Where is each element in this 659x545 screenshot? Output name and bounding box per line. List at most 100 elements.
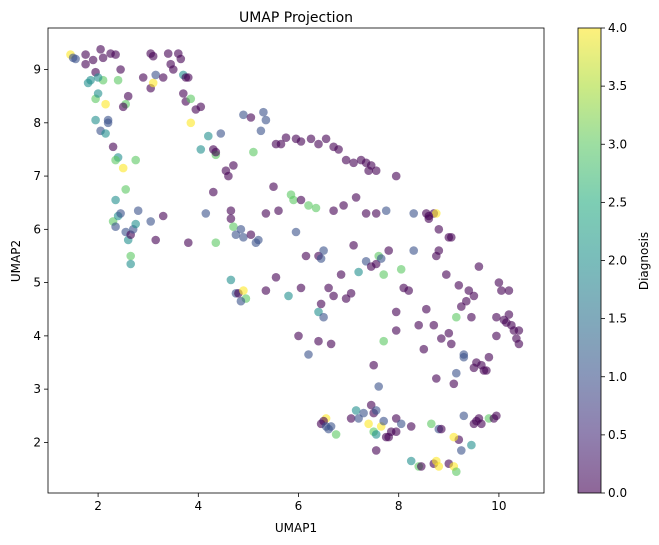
colorbar-ticks: 0.0 0.5 1.0 1.5 2.0 2.5 3.0 3.5 4.0 xyxy=(601,21,627,500)
data-point xyxy=(484,352,494,362)
data-point xyxy=(452,467,461,477)
data-point xyxy=(391,427,401,437)
data-point xyxy=(311,203,321,213)
data-point xyxy=(231,230,241,239)
data-point xyxy=(381,206,391,215)
data-point xyxy=(504,286,514,295)
data-point xyxy=(379,336,389,346)
data-point xyxy=(96,45,105,54)
data-point xyxy=(239,286,248,295)
data-point xyxy=(354,267,363,277)
data-point xyxy=(211,147,221,157)
data-point xyxy=(304,350,313,359)
data-point xyxy=(331,430,341,439)
colorbar-tick-label: 3.0 xyxy=(608,137,627,151)
data-point xyxy=(467,440,476,450)
data-point xyxy=(93,73,103,82)
data-point xyxy=(111,50,120,59)
data-point xyxy=(379,270,389,279)
data-point xyxy=(229,222,238,231)
data-point xyxy=(284,291,293,301)
data-point xyxy=(361,209,371,218)
data-point xyxy=(514,339,524,349)
data-point xyxy=(391,171,401,181)
data-point xyxy=(196,102,206,112)
data-point xyxy=(304,201,313,210)
colorbar-tick-label: 4.0 xyxy=(608,21,627,35)
data-point xyxy=(111,195,120,205)
data-point xyxy=(204,131,213,141)
data-point xyxy=(289,195,298,205)
data-point xyxy=(126,259,135,269)
x-axis-label: UMAP1 xyxy=(275,521,317,535)
data-point xyxy=(319,312,328,322)
colorbar-label: Diagnosis xyxy=(637,232,651,290)
data-point xyxy=(384,246,394,255)
data-point xyxy=(271,273,281,282)
data-point xyxy=(274,206,283,215)
colorbar-tick-label: 0.5 xyxy=(608,428,627,442)
data-point xyxy=(93,89,103,98)
data-point xyxy=(291,227,301,237)
data-point xyxy=(341,155,351,165)
data-point xyxy=(497,286,506,295)
data-point xyxy=(151,235,160,245)
data-point xyxy=(492,411,501,421)
y-tick-label: 8 xyxy=(33,116,41,130)
data-point xyxy=(444,328,454,338)
data-point xyxy=(329,291,338,301)
data-point xyxy=(474,262,484,271)
data-point xyxy=(229,161,238,170)
data-point xyxy=(321,134,331,144)
data-point xyxy=(71,54,80,64)
plot-frame xyxy=(47,27,545,494)
data-point xyxy=(158,211,168,221)
x-tick-label: 4 xyxy=(194,499,202,513)
data-point xyxy=(319,246,328,255)
data-point xyxy=(334,145,343,154)
data-point xyxy=(316,254,326,263)
data-point xyxy=(169,65,178,74)
data-point xyxy=(81,50,90,59)
data-point xyxy=(454,281,464,290)
x-tick-label: 10 xyxy=(491,499,506,513)
data-point xyxy=(349,241,358,250)
data-point xyxy=(336,270,346,279)
data-point xyxy=(432,209,441,218)
data-point xyxy=(434,225,444,234)
data-point xyxy=(414,320,424,330)
data-point xyxy=(301,251,311,261)
data-point xyxy=(437,424,446,434)
data-point xyxy=(371,446,381,455)
y-tick-label: 5 xyxy=(33,276,41,290)
data-point xyxy=(371,166,381,175)
data-point xyxy=(349,158,358,168)
data-point xyxy=(296,137,306,146)
colorbar-tick-label: 1.0 xyxy=(608,370,627,384)
data-point xyxy=(457,446,466,455)
data-point xyxy=(406,456,416,466)
data-point xyxy=(226,206,236,215)
data-point xyxy=(116,65,125,74)
data-point xyxy=(138,73,148,82)
data-point xyxy=(351,193,361,202)
data-point xyxy=(294,331,303,341)
data-point xyxy=(111,155,120,165)
data-point xyxy=(131,219,140,229)
data-point xyxy=(379,416,389,426)
y-tick-label: 4 xyxy=(33,329,41,343)
data-point xyxy=(121,185,130,194)
data-point xyxy=(424,211,434,221)
data-point xyxy=(186,118,196,128)
data-point xyxy=(464,286,474,295)
y-tick-label: 6 xyxy=(33,222,41,236)
data-point xyxy=(148,78,158,88)
data-point xyxy=(163,49,173,58)
data-point xyxy=(329,206,338,215)
data-point xyxy=(371,430,381,439)
data-point xyxy=(118,102,128,112)
data-point xyxy=(469,291,479,301)
data-point xyxy=(409,209,419,218)
data-point xyxy=(314,139,323,149)
